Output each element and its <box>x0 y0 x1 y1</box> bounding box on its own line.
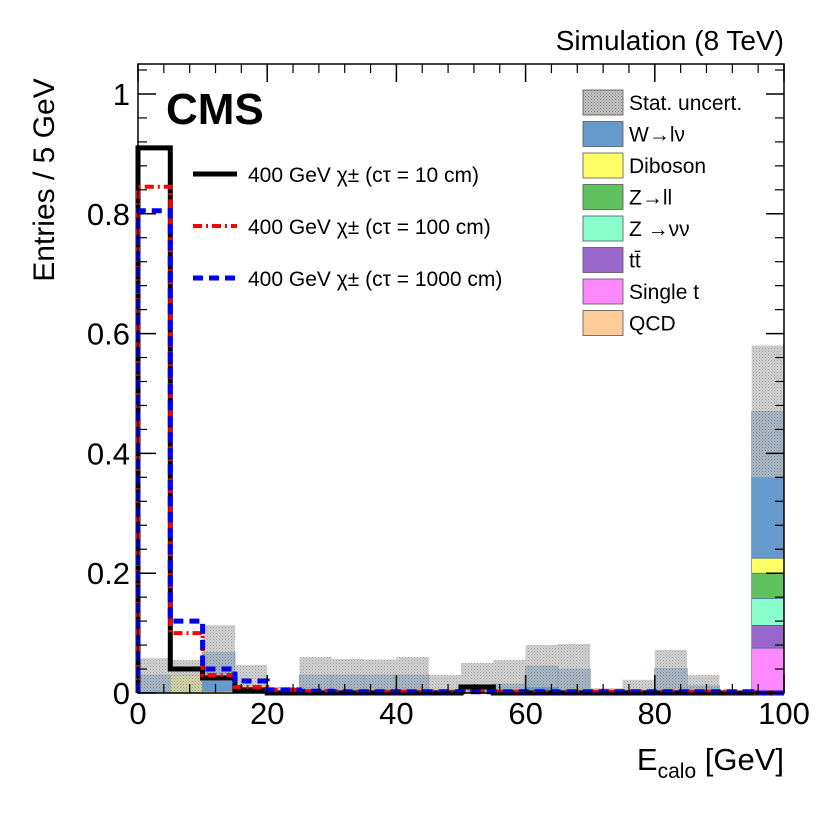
legend-label-stat: Stat. uncert. <box>629 92 742 115</box>
bar-diboson-bin-19 <box>751 557 784 574</box>
x-axis-title-sub: calo <box>658 760 697 783</box>
legend-swatch-diboson <box>582 152 624 179</box>
stat-band-bin-13 <box>557 643 591 691</box>
y-tick-label-0: 0 <box>113 676 130 711</box>
legend-swatch-znunu <box>582 215 624 242</box>
legend-label-sig100: 400 GeV χ± (cτ = 100 cm) <box>248 216 491 239</box>
stat-band-bin-8 <box>396 657 429 692</box>
legend-swatch-qcd <box>582 310 624 336</box>
y-tick-label-3: 0.6 <box>87 317 130 352</box>
stat-band-bin-2 <box>202 625 235 682</box>
legend-label-sig10: 400 GeV χ± (cτ = 10 cm) <box>248 164 479 187</box>
stat-band-bin-17 <box>687 675 720 693</box>
x-axis-title: Ecalo [GeV] <box>637 742 784 783</box>
x-tick-label-0: 0 <box>129 696 146 731</box>
legend-label-sig1000: 400 GeV χ± (cτ = 1000 cm) <box>248 268 502 291</box>
legend-label-singlet: Single t <box>629 281 699 304</box>
bar-singlet-bin-19 <box>751 647 784 694</box>
stat-band-bin-7 <box>364 659 397 691</box>
stat-uncertainty-band <box>138 345 784 693</box>
legend-label-zll: Z→ll <box>629 187 672 210</box>
y-axis-title: Entries / 5 GeV <box>28 78 61 281</box>
stat-band-bin-0 <box>138 658 171 692</box>
x-tick-label-3: 60 <box>508 696 542 731</box>
x-axis-title-unit: [GeV] <box>696 742 784 777</box>
x-tick-label-4: 80 <box>638 696 672 731</box>
axes: 0 20 40 60 80 100 0 0.2 0.4 0.6 0.8 1 <box>87 64 810 731</box>
stat-band-bin-16 <box>654 649 688 691</box>
signal-line-sig1000 <box>135 208 784 696</box>
y-tick-label-5: 1 <box>113 77 130 112</box>
legend-label-diboson: Diboson <box>629 155 706 178</box>
x-tick-label-5: 100 <box>758 696 810 731</box>
stat-band-bin-9 <box>428 675 461 693</box>
stat-band-bin-6 <box>331 658 365 691</box>
plot-frame <box>137 63 785 694</box>
y-tick-label-1: 0.2 <box>87 556 130 591</box>
legend-swatch-wlnu <box>582 121 624 147</box>
background-legend: Stat. uncert. W→lν Diboson Z→ll Z →νν tt̄ Sing… <box>582 89 742 336</box>
bar-zll-bin-19 <box>751 572 784 599</box>
stat-band-bin-5 <box>299 657 332 692</box>
y-tick-label-2: 0.4 <box>87 436 130 471</box>
stat-band-bin-15 <box>622 679 655 693</box>
legend-label-qcd: QCD <box>629 313 676 336</box>
legend-swatch-ttbar <box>582 247 624 273</box>
legend-swatch-zll <box>582 184 624 210</box>
stat-band-bin-12 <box>525 645 558 688</box>
x-tick-label-1: 20 <box>250 696 284 731</box>
y-tick-label-4: 0.8 <box>87 197 130 232</box>
stat-band-bin-1 <box>170 660 203 693</box>
stat-band-bin-19 <box>751 345 784 478</box>
x-tick-label-2: 40 <box>379 696 413 731</box>
legend-label-ttbar: tt̄ <box>629 250 641 273</box>
signal-legend: 400 GeV χ± (cτ = 10 cm) 400 GeV χ± (cτ = … <box>193 164 502 291</box>
signal-line-sig100 <box>136 184 784 695</box>
y-axis-title-group: Entries / 5 GeV <box>28 78 61 281</box>
x-axis-title-main: E <box>637 742 658 777</box>
legend-swatch-stat <box>582 89 624 116</box>
header-simulation-label: Simulation (8 TeV) <box>556 25 784 56</box>
legend-swatch-singlet <box>582 278 624 305</box>
legend-label-znunu: Z →νν <box>629 218 690 241</box>
cms-label: CMS <box>166 85 264 134</box>
legend-label-wlnu: W→lν <box>629 124 685 147</box>
stat-band-bin-11 <box>493 660 526 693</box>
